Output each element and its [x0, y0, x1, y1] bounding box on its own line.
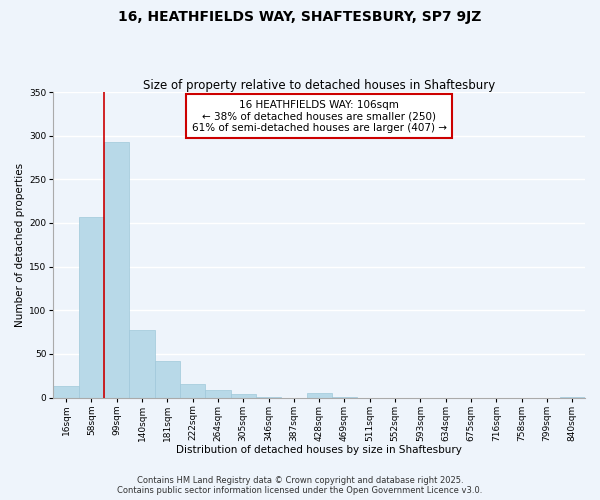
- Bar: [256, 396, 281, 398]
- Bar: [332, 396, 357, 398]
- Text: Contains HM Land Registry data © Crown copyright and database right 2025.
Contai: Contains HM Land Registry data © Crown c…: [118, 476, 482, 495]
- Y-axis label: Number of detached properties: Number of detached properties: [15, 162, 25, 327]
- Bar: [180, 384, 205, 398]
- Title: Size of property relative to detached houses in Shaftesbury: Size of property relative to detached ho…: [143, 79, 496, 92]
- Bar: [205, 390, 230, 398]
- Text: 16, HEATHFIELDS WAY, SHAFTESBURY, SP7 9JZ: 16, HEATHFIELDS WAY, SHAFTESBURY, SP7 9J…: [118, 10, 482, 24]
- Bar: [155, 361, 180, 398]
- Bar: [560, 396, 585, 398]
- Bar: [104, 142, 130, 398]
- Bar: [307, 393, 332, 398]
- Text: 16 HEATHFIELDS WAY: 106sqm
← 38% of detached houses are smaller (250)
61% of sem: 16 HEATHFIELDS WAY: 106sqm ← 38% of deta…: [191, 100, 446, 133]
- Bar: [130, 330, 155, 398]
- Bar: [79, 217, 104, 398]
- X-axis label: Distribution of detached houses by size in Shaftesbury: Distribution of detached houses by size …: [176, 445, 462, 455]
- Bar: [230, 394, 256, 398]
- Bar: [53, 386, 79, 398]
